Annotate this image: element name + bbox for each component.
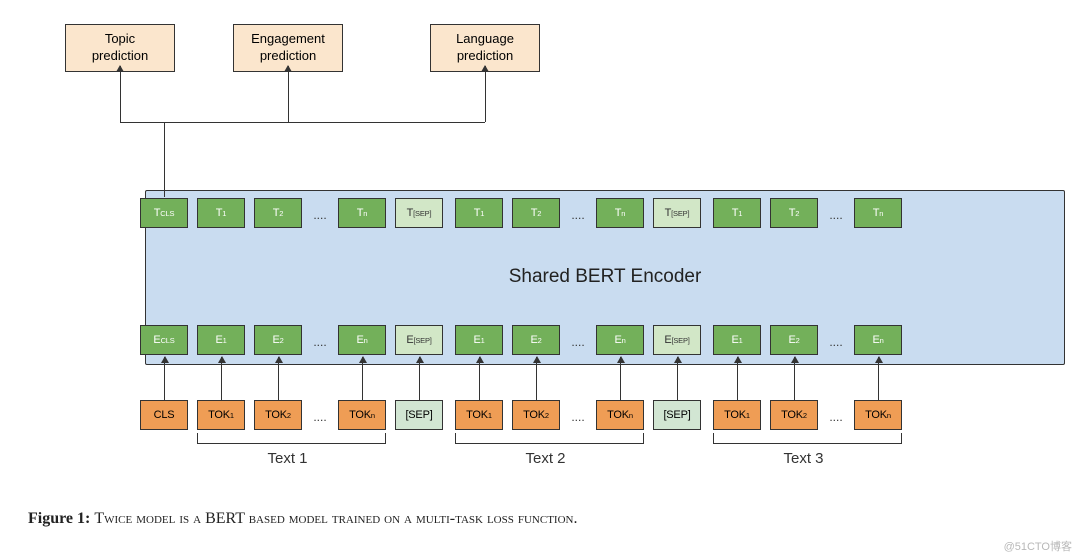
arrow bbox=[278, 357, 279, 400]
encoder-input-embedding: E[SEP] bbox=[395, 325, 443, 355]
encoder-output-token: T2 bbox=[512, 198, 560, 228]
encoder-input-embedding: E2 bbox=[254, 325, 302, 355]
encoder-output-token: Tn bbox=[338, 198, 386, 228]
encoder-input-embedding: E2 bbox=[770, 325, 818, 355]
encoder-output-token: TCLS bbox=[140, 198, 188, 228]
arrow bbox=[737, 357, 738, 400]
watermark: @51CTO博客 bbox=[1004, 538, 1072, 554]
connector bbox=[485, 66, 486, 122]
connector bbox=[120, 66, 121, 122]
input-token: TOK2 bbox=[512, 400, 560, 430]
cls-token: CLS bbox=[140, 400, 188, 430]
encoder-output-token: T1 bbox=[455, 198, 503, 228]
ellipsis: .... bbox=[564, 410, 592, 424]
encoder-input-embedding: E1 bbox=[197, 325, 245, 355]
arrow bbox=[620, 357, 621, 400]
ellipsis: .... bbox=[822, 208, 850, 222]
encoder-output-token: T[SEP] bbox=[395, 198, 443, 228]
connector bbox=[164, 122, 165, 197]
ellipsis: .... bbox=[564, 335, 592, 349]
arrow bbox=[221, 357, 222, 400]
ellipsis: .... bbox=[306, 335, 334, 349]
sep-token: [SEP] bbox=[653, 400, 701, 430]
encoder-input-embedding: E2 bbox=[512, 325, 560, 355]
arrow bbox=[419, 357, 420, 400]
encoder-output-token: T1 bbox=[713, 198, 761, 228]
connector bbox=[288, 66, 289, 122]
input-token: TOK1 bbox=[455, 400, 503, 430]
encoder-output-token: T1 bbox=[197, 198, 245, 228]
input-token: TOK1 bbox=[713, 400, 761, 430]
text-group-bracket bbox=[455, 434, 644, 444]
encoder-input-embedding: E1 bbox=[713, 325, 761, 355]
input-token: TOKn bbox=[338, 400, 386, 430]
figure-caption: Figure 1: Twice model is a BERT based mo… bbox=[28, 510, 577, 528]
text-group-label: Text 2 bbox=[526, 450, 566, 467]
encoder-output-token: T2 bbox=[254, 198, 302, 228]
sep-token: [SEP] bbox=[395, 400, 443, 430]
ellipsis: .... bbox=[822, 410, 850, 424]
figure-root: Shared BERT Encoder bbox=[20, 0, 1060, 18]
text-group-label: Text 1 bbox=[268, 450, 308, 467]
text-group-bracket bbox=[713, 434, 902, 444]
arrow bbox=[479, 357, 480, 400]
arrow bbox=[164, 357, 165, 400]
encoder-input-embedding: En bbox=[854, 325, 902, 355]
input-token: TOKn bbox=[596, 400, 644, 430]
caption-text: Twice model is a BERT based model traine… bbox=[94, 510, 577, 527]
ellipsis: .... bbox=[822, 335, 850, 349]
ellipsis: .... bbox=[564, 208, 592, 222]
encoder-output-token: T2 bbox=[770, 198, 818, 228]
encoder-input-embedding: ECLS bbox=[140, 325, 188, 355]
caption-label: Figure 1: bbox=[28, 510, 90, 527]
encoder-output-token: T[SEP] bbox=[653, 198, 701, 228]
arrow bbox=[536, 357, 537, 400]
encoder-title: Shared BERT Encoder bbox=[146, 266, 1064, 288]
input-token: TOK1 bbox=[197, 400, 245, 430]
encoder-input-embedding: En bbox=[596, 325, 644, 355]
input-token: TOK2 bbox=[770, 400, 818, 430]
text-group-bracket bbox=[197, 434, 386, 444]
encoder-input-embedding: En bbox=[338, 325, 386, 355]
arrow bbox=[878, 357, 879, 400]
encoder-input-embedding: E[SEP] bbox=[653, 325, 701, 355]
encoder-output-token: Tn bbox=[854, 198, 902, 228]
input-token: TOK2 bbox=[254, 400, 302, 430]
arrow bbox=[362, 357, 363, 400]
text-group-label: Text 3 bbox=[784, 450, 824, 467]
ellipsis: .... bbox=[306, 410, 334, 424]
encoder-input-embedding: E1 bbox=[455, 325, 503, 355]
ellipsis: .... bbox=[306, 208, 334, 222]
input-token: TOKn bbox=[854, 400, 902, 430]
arrow bbox=[794, 357, 795, 400]
connector bbox=[120, 122, 485, 123]
arrow bbox=[677, 357, 678, 400]
encoder-output-token: Tn bbox=[596, 198, 644, 228]
